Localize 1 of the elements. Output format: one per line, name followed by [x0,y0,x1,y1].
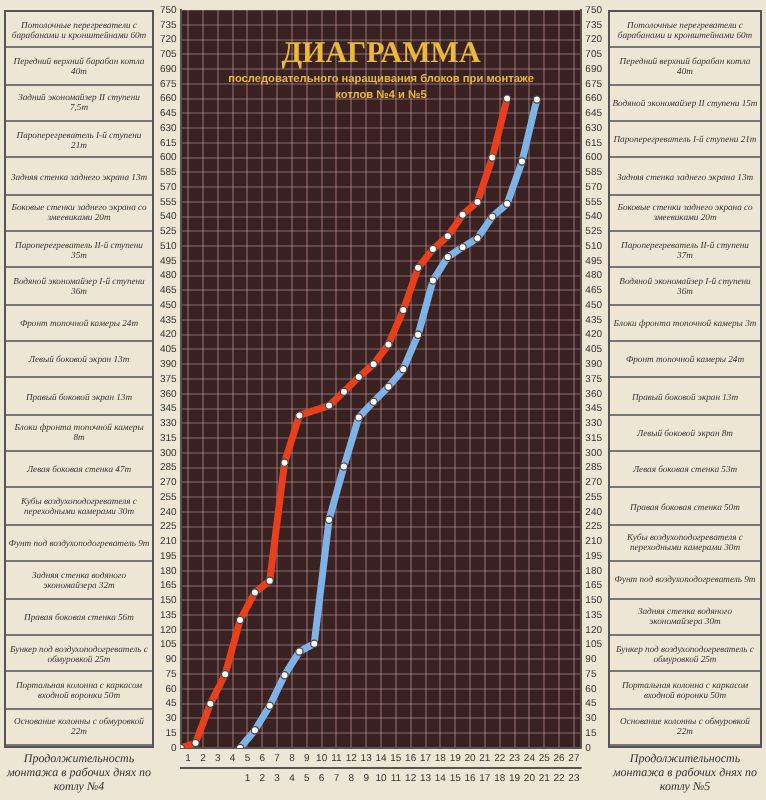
text: ДИАГРАММА [281,38,481,70]
